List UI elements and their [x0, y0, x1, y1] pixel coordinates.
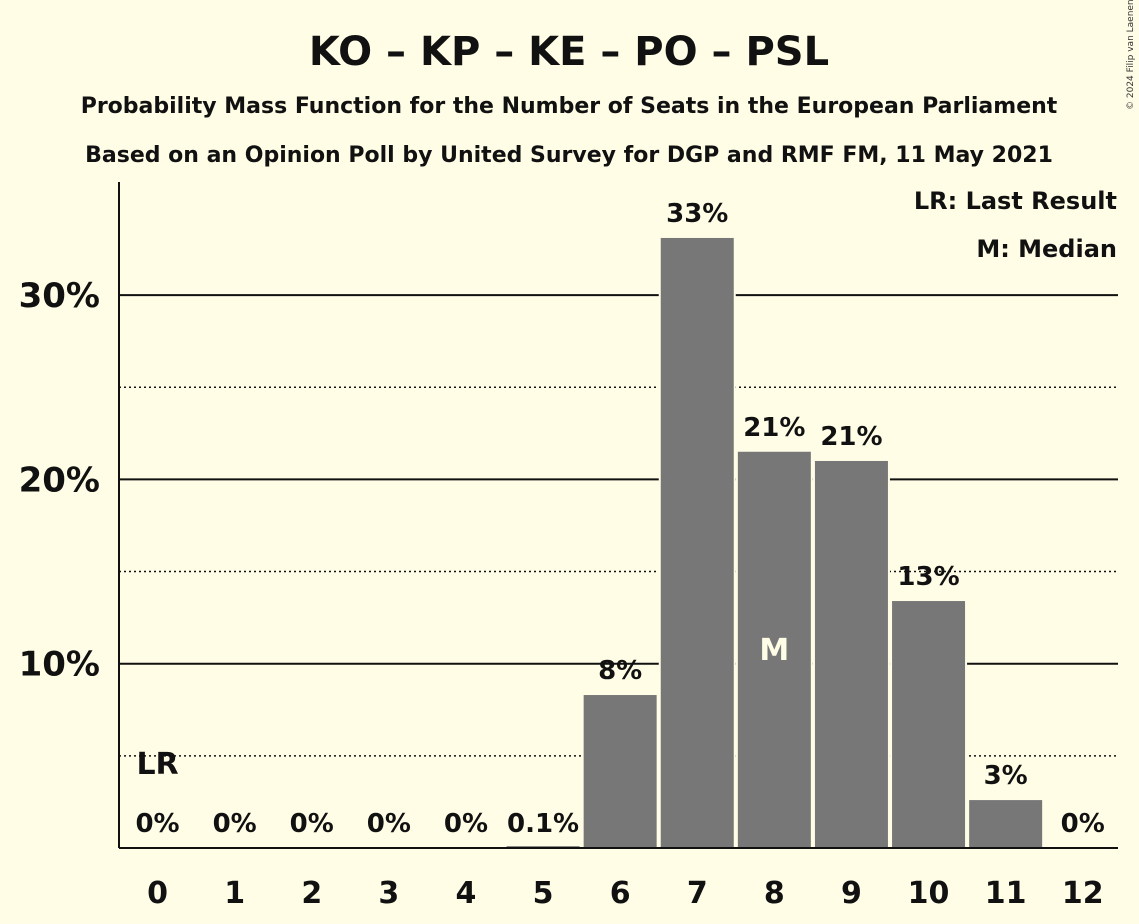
- data-label: 0%: [1061, 809, 1105, 839]
- median-marker: M: [759, 633, 789, 668]
- x-tick-label: 4: [456, 876, 477, 911]
- x-tick-label: 8: [764, 876, 785, 911]
- data-labels: 0% 0% 0% 0% 0% 0.1% 8% 33% 21% 21% 13% 3% 0% M LR: [135, 199, 1104, 839]
- data-label: 0%: [290, 809, 334, 839]
- chart-subtitle-1: Probability Mass Function for the Number…: [81, 94, 1058, 119]
- data-label: 13%: [897, 562, 959, 592]
- x-tick-label: 0: [147, 876, 168, 911]
- bar: [892, 601, 966, 848]
- chart-subtitle-2: Based on an Opinion Poll by United Surve…: [85, 143, 1053, 168]
- axes: 10%20%30%0 1 2 3 4 5 6 7 8 9 10 11 12: [19, 182, 1118, 911]
- x-tick-label: 3: [378, 876, 399, 911]
- x-tick-label: 12: [1062, 876, 1104, 911]
- data-label: 0%: [135, 809, 179, 839]
- data-label: 8%: [598, 656, 642, 686]
- x-tick-label: 2: [301, 876, 322, 911]
- bar: [737, 451, 811, 848]
- last-result-marker: LR: [136, 747, 178, 782]
- y-tick-label: 30%: [19, 276, 100, 316]
- bar: [660, 237, 734, 849]
- gridlines: [119, 294, 1118, 757]
- data-label: 0%: [213, 809, 257, 839]
- data-label: 0%: [367, 809, 411, 839]
- data-label: 0%: [444, 809, 488, 839]
- x-tick-label: 1: [224, 876, 245, 911]
- data-label: 33%: [666, 199, 728, 229]
- x-tick-label: 11: [985, 876, 1027, 911]
- x-tick-label: 6: [610, 876, 631, 911]
- bar: [814, 460, 888, 848]
- bars: [504, 235, 1045, 849]
- legend-last-result: LR: Last Result: [914, 187, 1117, 215]
- y-tick-label: 10%: [19, 645, 100, 685]
- y-tick-label: 20%: [19, 460, 100, 500]
- data-label: 21%: [743, 413, 805, 443]
- bar: [969, 800, 1043, 848]
- data-label: 3%: [984, 761, 1028, 791]
- x-tick-label: 9: [841, 876, 862, 911]
- credit-text: © 2024 Filip van Laenen: [1126, 0, 1136, 110]
- x-tick-label: 7: [687, 876, 708, 911]
- data-label: 21%: [820, 422, 882, 452]
- data-label: 0.1%: [507, 809, 579, 839]
- x-tick-label: 5: [533, 876, 554, 911]
- legend-median: M: Median: [976, 235, 1117, 263]
- chart-title: KO – KP – KE – PO – PSL: [309, 29, 829, 75]
- bar-gap: [504, 844, 582, 848]
- x-tick-label: 10: [908, 876, 950, 911]
- bar: [583, 695, 657, 848]
